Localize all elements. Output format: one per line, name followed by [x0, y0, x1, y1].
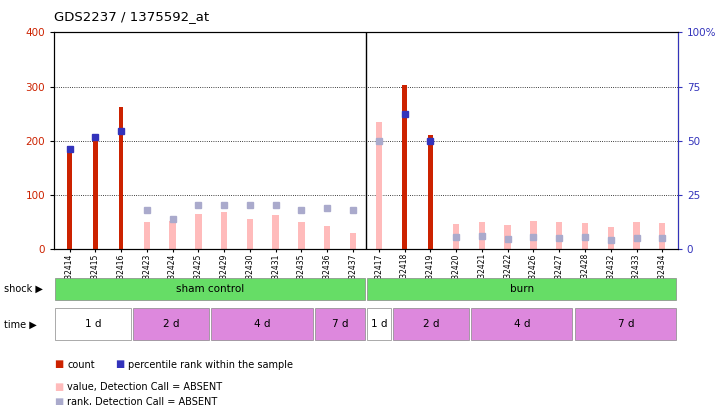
Text: 4 d: 4 d — [513, 320, 530, 329]
Bar — [247, 219, 253, 249]
Bar — [93, 135, 97, 249]
Text: 4 d: 4 d — [254, 320, 270, 329]
Text: percentile rank within the sample: percentile rank within the sample — [128, 360, 293, 369]
Text: 7 d: 7 d — [617, 320, 634, 329]
Bar — [575, 308, 676, 341]
Bar — [169, 221, 176, 249]
Text: time ▶: time ▶ — [4, 320, 36, 329]
Bar — [556, 222, 562, 249]
Bar — [133, 308, 208, 341]
Text: ■: ■ — [54, 397, 63, 405]
Text: ■: ■ — [115, 360, 125, 369]
Bar — [211, 308, 313, 341]
Bar — [273, 215, 279, 249]
Bar — [298, 222, 305, 249]
Bar — [582, 223, 588, 249]
Bar — [67, 146, 72, 249]
Bar — [315, 308, 365, 341]
Bar — [453, 224, 459, 249]
Bar — [119, 107, 123, 249]
Bar — [350, 233, 356, 249]
Bar — [376, 122, 382, 249]
Text: rank, Detection Call = ABSENT: rank, Detection Call = ABSENT — [67, 397, 217, 405]
Bar — [608, 228, 614, 249]
Bar — [56, 308, 131, 341]
Bar — [195, 214, 202, 249]
Bar — [367, 308, 391, 341]
Text: 2 d: 2 d — [163, 320, 180, 329]
Bar — [402, 85, 407, 249]
Bar — [505, 225, 511, 249]
Bar — [367, 278, 676, 301]
Text: ■: ■ — [54, 382, 63, 392]
Text: 1 d: 1 d — [85, 320, 102, 329]
Bar — [479, 222, 485, 249]
Text: count: count — [67, 360, 94, 369]
Bar — [56, 278, 365, 301]
Bar — [659, 223, 665, 249]
Text: value, Detection Call = ABSENT: value, Detection Call = ABSENT — [67, 382, 222, 392]
Bar — [633, 222, 640, 249]
Bar — [221, 212, 227, 249]
Bar — [324, 226, 330, 249]
Bar — [143, 222, 150, 249]
Text: burn: burn — [510, 284, 534, 294]
Bar — [393, 308, 469, 341]
Bar — [428, 135, 433, 249]
Bar — [530, 221, 536, 249]
Text: GDS2237 / 1375592_at: GDS2237 / 1375592_at — [54, 10, 209, 23]
Text: 2 d: 2 d — [423, 320, 439, 329]
Text: ■: ■ — [54, 360, 63, 369]
Text: 1 d: 1 d — [371, 320, 387, 329]
Text: sham control: sham control — [176, 284, 244, 294]
Text: shock ▶: shock ▶ — [4, 284, 43, 294]
Bar — [471, 308, 572, 341]
Text: 7 d: 7 d — [332, 320, 348, 329]
